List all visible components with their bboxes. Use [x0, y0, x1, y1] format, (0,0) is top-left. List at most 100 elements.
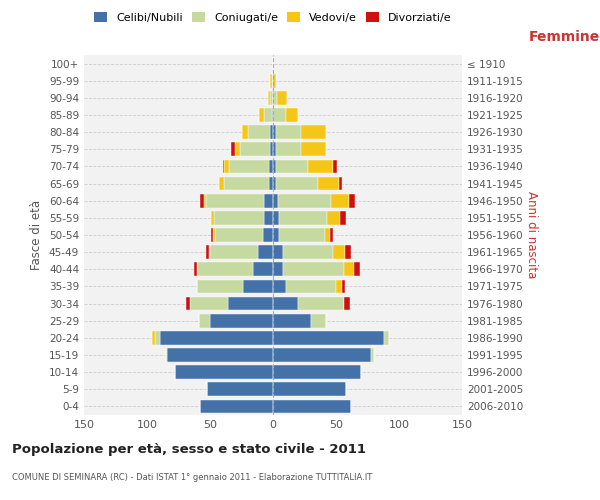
- Bar: [272, 108, 273, 122]
- Bar: [167, 348, 273, 362]
- Bar: [301, 142, 326, 156]
- Bar: [273, 108, 286, 122]
- Bar: [273, 262, 283, 276]
- Bar: [349, 194, 355, 207]
- Bar: [344, 296, 350, 310]
- Bar: [269, 176, 273, 190]
- Bar: [264, 108, 272, 122]
- Bar: [215, 228, 263, 242]
- Bar: [194, 262, 197, 276]
- Bar: [330, 228, 334, 242]
- Bar: [206, 246, 209, 259]
- Bar: [152, 331, 155, 344]
- Bar: [283, 246, 334, 259]
- Bar: [211, 228, 212, 242]
- Bar: [227, 296, 273, 310]
- Bar: [155, 331, 160, 344]
- Bar: [210, 246, 258, 259]
- Bar: [273, 280, 286, 293]
- Bar: [200, 400, 273, 413]
- Bar: [219, 176, 224, 190]
- Text: Popolazione per età, sesso e stato civile - 2011: Popolazione per età, sesso e stato civil…: [12, 442, 366, 456]
- Bar: [308, 160, 334, 173]
- Bar: [278, 194, 331, 207]
- Bar: [338, 176, 342, 190]
- Bar: [275, 126, 301, 139]
- Bar: [336, 280, 342, 293]
- Bar: [273, 400, 351, 413]
- Bar: [235, 142, 240, 156]
- Bar: [258, 246, 273, 259]
- Bar: [345, 246, 351, 259]
- Bar: [273, 91, 277, 104]
- Bar: [160, 331, 273, 344]
- Bar: [301, 126, 326, 139]
- Bar: [319, 176, 338, 190]
- Bar: [273, 348, 371, 362]
- Bar: [334, 160, 337, 173]
- Bar: [334, 246, 345, 259]
- Bar: [275, 142, 301, 156]
- Bar: [214, 211, 264, 224]
- Bar: [273, 74, 275, 88]
- Bar: [232, 142, 235, 156]
- Bar: [286, 280, 336, 293]
- Bar: [272, 74, 273, 88]
- Bar: [286, 108, 298, 122]
- Bar: [280, 211, 327, 224]
- Bar: [186, 296, 190, 310]
- Bar: [271, 74, 272, 88]
- Bar: [200, 194, 204, 207]
- Bar: [371, 348, 374, 362]
- Bar: [273, 142, 275, 156]
- Bar: [327, 211, 340, 224]
- Bar: [280, 228, 325, 242]
- Legend: Celibi/Nubili, Coniugati/e, Vedovi/e, Divorziati/e: Celibi/Nubili, Coniugati/e, Vedovi/e, Di…: [90, 8, 456, 28]
- Bar: [331, 194, 349, 207]
- Bar: [204, 194, 206, 207]
- Bar: [273, 194, 278, 207]
- Bar: [353, 262, 360, 276]
- Bar: [342, 280, 345, 293]
- Bar: [273, 228, 280, 242]
- Bar: [340, 211, 346, 224]
- Y-axis label: Anni di nascita: Anni di nascita: [524, 192, 538, 278]
- Bar: [199, 314, 210, 328]
- Bar: [298, 296, 344, 310]
- Bar: [190, 296, 227, 310]
- Text: Femmine: Femmine: [529, 30, 599, 44]
- Y-axis label: Fasce di età: Fasce di età: [31, 200, 43, 270]
- Bar: [273, 296, 298, 310]
- Bar: [271, 126, 273, 139]
- Bar: [212, 228, 215, 242]
- Bar: [197, 262, 253, 276]
- Bar: [166, 348, 167, 362]
- Bar: [264, 194, 273, 207]
- Bar: [271, 142, 273, 156]
- Bar: [275, 176, 319, 190]
- Bar: [273, 314, 311, 328]
- Bar: [240, 142, 271, 156]
- Bar: [273, 126, 275, 139]
- Bar: [264, 211, 273, 224]
- Bar: [311, 314, 326, 328]
- Bar: [273, 366, 361, 379]
- Bar: [208, 382, 273, 396]
- Bar: [271, 91, 273, 104]
- Bar: [197, 280, 243, 293]
- Bar: [273, 160, 275, 173]
- Bar: [223, 160, 224, 173]
- Bar: [268, 91, 271, 104]
- Bar: [248, 126, 271, 139]
- Bar: [277, 91, 287, 104]
- Bar: [273, 331, 384, 344]
- Bar: [241, 126, 248, 139]
- Bar: [273, 176, 275, 190]
- Bar: [210, 314, 273, 328]
- Bar: [209, 246, 210, 259]
- Bar: [273, 211, 280, 224]
- Bar: [253, 262, 273, 276]
- Bar: [384, 331, 389, 344]
- Bar: [175, 366, 273, 379]
- Bar: [224, 160, 229, 173]
